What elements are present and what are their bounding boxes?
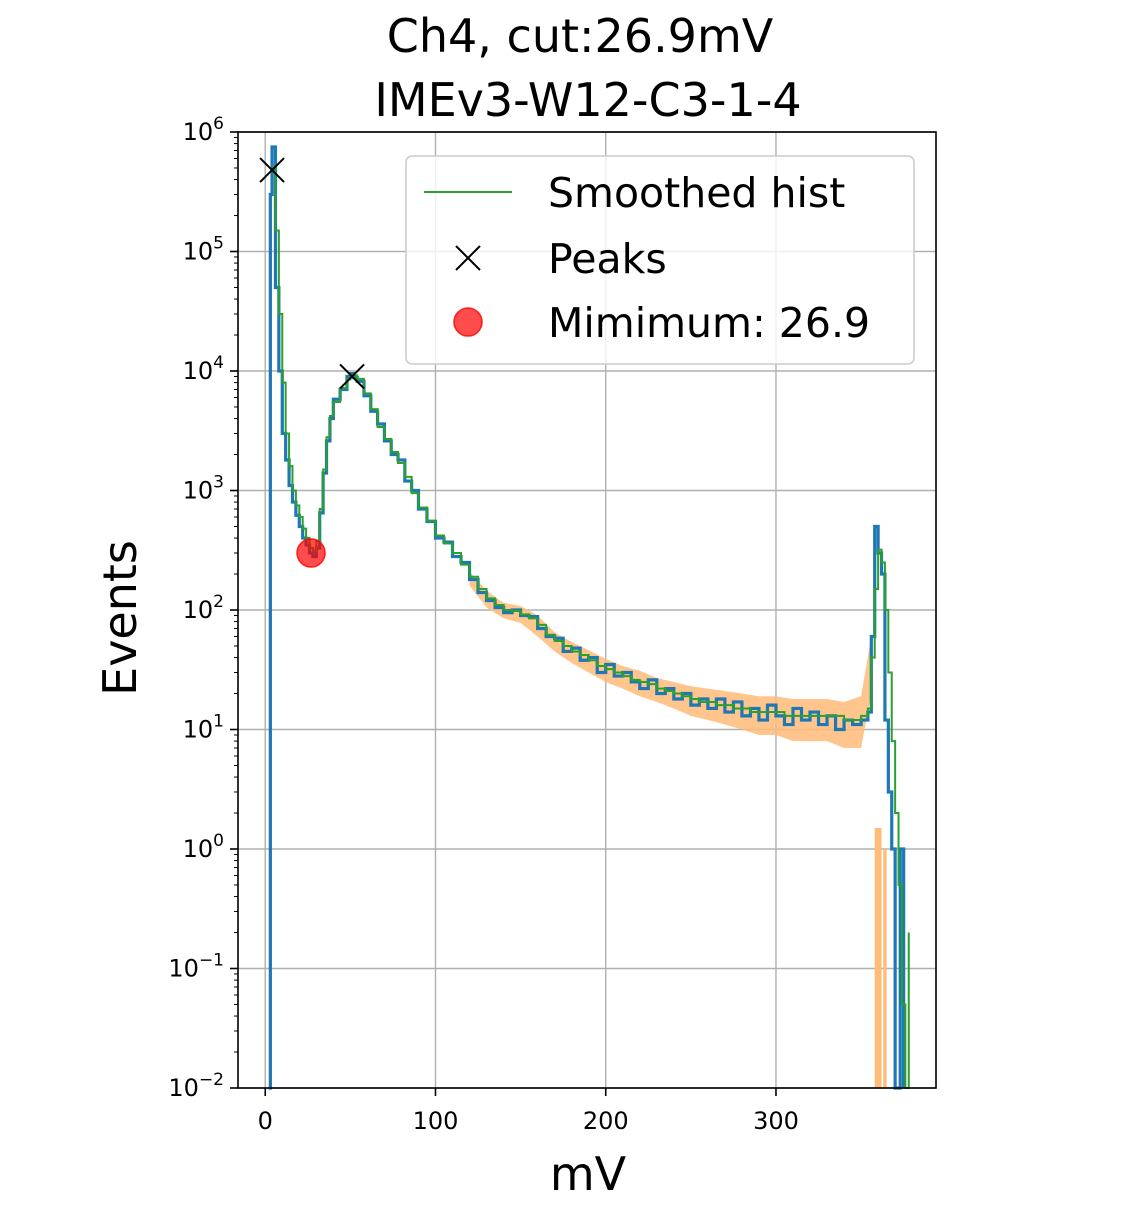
y-tick-label: 101 (183, 712, 224, 744)
peak-marker (259, 157, 285, 183)
legend-label: Smoothed hist (548, 169, 845, 217)
smoothed-series (272, 166, 910, 1089)
chart-title-line-1: Ch4, cut:26.9mV (387, 9, 774, 63)
y-tick-label: 102 (183, 592, 224, 624)
y-tick-label: 100 (183, 831, 224, 863)
legend-circle-swatch (453, 307, 483, 337)
peak-marker (339, 363, 365, 390)
x-tick-label: 0 (258, 1107, 273, 1135)
x-axis-label: mV (550, 1147, 627, 1201)
smoothed-step-line (272, 166, 910, 1089)
legend: Smoothed hist Peaks Mimimum: 26.9 (405, 155, 915, 365)
y-tick-label: 10−1 (168, 951, 224, 983)
band-bar (874, 827, 882, 1088)
minimum-point (296, 538, 326, 568)
legend-label: Peaks (548, 235, 667, 283)
peak-marker-stroke-2 (339, 363, 365, 390)
peak-markers (259, 157, 365, 390)
x-tick-label: 200 (583, 1107, 629, 1135)
y-tick-label: 104 (183, 353, 224, 385)
legend-frame (405, 155, 915, 365)
minimum-marker (296, 538, 326, 568)
x-axis-ticks: 0 100 200 300 (258, 1088, 799, 1135)
legend-label: Mimimum: 26.9 (548, 299, 870, 347)
y-tick-label: 106 (183, 114, 224, 146)
y-tick-label: 103 (183, 473, 224, 505)
y-tick-label: 105 (183, 234, 224, 266)
y-axis-ticks: 10−2 10−1 100 101 102 103 104 105 106 (168, 114, 238, 1102)
chart-title-line-2: IMEv3-W12-C3-1-4 (374, 73, 801, 127)
band-bar (883, 849, 887, 1088)
x-tick-label: 100 (413, 1107, 459, 1135)
legend-x-swatch (455, 245, 481, 271)
x-tick-label: 300 (753, 1107, 799, 1135)
peak-marker-stroke-2 (259, 157, 285, 183)
uncertainty-band (469, 571, 887, 1088)
y-tick-label: 10−2 (168, 1070, 224, 1102)
y-axis-label: Events (93, 540, 147, 696)
